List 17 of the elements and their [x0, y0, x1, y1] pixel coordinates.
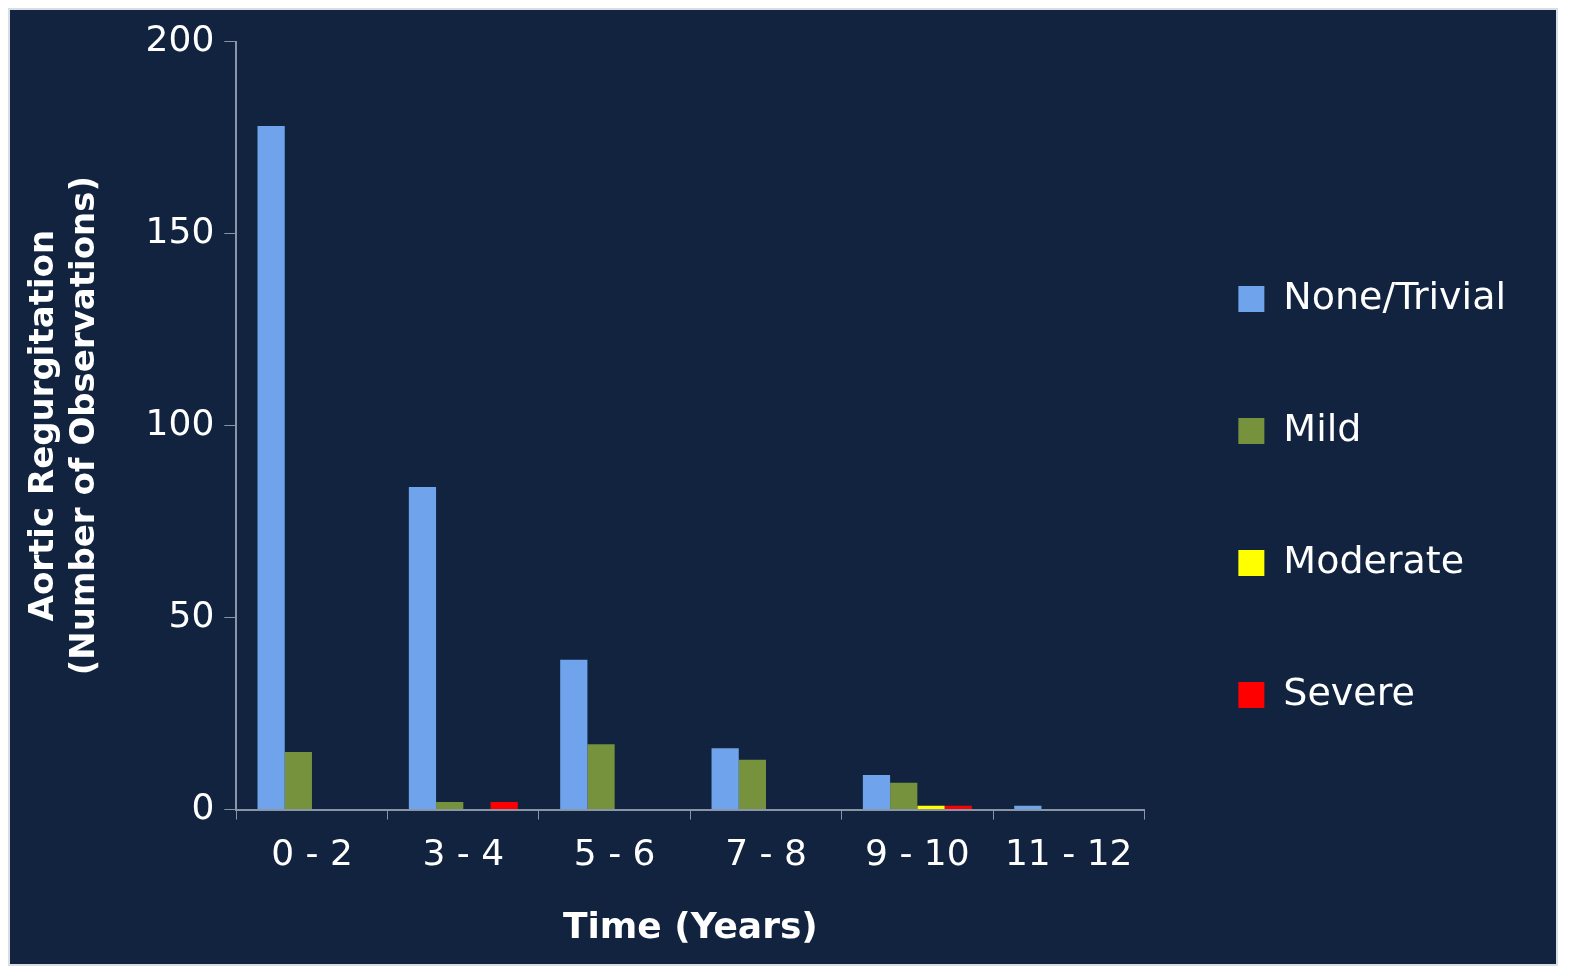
- legend-label: Mild: [1283, 405, 1362, 450]
- y-tick-label: 100: [145, 401, 215, 443]
- x-tick-label: 0 - 2: [271, 831, 353, 873]
- x-axis-title: Time (Years): [562, 904, 818, 946]
- x-tick-label: 9 - 10: [865, 831, 970, 873]
- legend-label: Severe: [1283, 669, 1415, 714]
- y-axis-title: Aortic Regurgitation (Number of Observations): [21, 175, 103, 676]
- legend-label: None/Trivial: [1283, 273, 1506, 318]
- y-tick-label: 50: [168, 593, 215, 635]
- x-tick-label: 3 - 4: [422, 831, 505, 873]
- x-tick-label: 5 - 6: [573, 831, 656, 873]
- legend-label: Moderate: [1283, 537, 1465, 582]
- x-tick-label: 11 - 12: [1004, 831, 1133, 873]
- y-tick-label: 200: [145, 17, 215, 59]
- x-tick-label: 7 - 8: [725, 831, 807, 873]
- y-tick-label: 0: [191, 785, 215, 827]
- y-tick-label: 150: [145, 209, 215, 251]
